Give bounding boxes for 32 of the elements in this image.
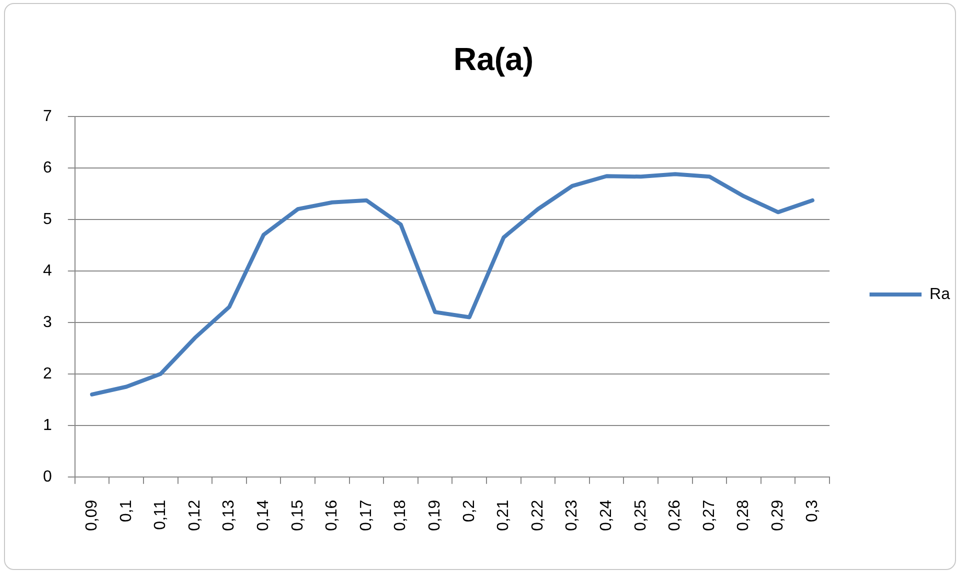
y-tick-label: 6 — [42, 159, 52, 176]
y-tick-label: 2 — [42, 365, 52, 382]
x-tick-label: 0,12 — [186, 500, 204, 531]
y-tick-label: 5 — [42, 210, 52, 228]
x-tick-label: 0,2 — [460, 500, 478, 522]
x-tick-label: 0,17 — [358, 500, 375, 531]
y-tick-label: 4 — [42, 262, 52, 280]
x-tick-label: 0,22 — [529, 500, 546, 531]
y-tick-label: 0 — [42, 468, 52, 486]
y-tick-label: 3 — [42, 314, 52, 331]
legend-label: Ra — [930, 286, 950, 303]
x-tick-label: 0,18 — [392, 500, 410, 531]
x-tick-label: 0,29 — [770, 500, 786, 531]
x-tick-label: 0,14 — [254, 500, 272, 531]
x-tick-label: 0,27 — [700, 500, 718, 531]
y-tick-label: 7 — [42, 108, 52, 125]
x-tick-label: 0,09 — [83, 500, 100, 531]
x-tick-label: 0,25 — [632, 500, 650, 531]
x-tick-label: 0,11 — [152, 500, 170, 530]
y-tick-label: 1 — [42, 416, 52, 434]
x-tick-label: 0,15 — [289, 500, 306, 531]
x-tick-label: 0,16 — [324, 500, 341, 531]
x-tick-label: 0,28 — [735, 500, 752, 531]
chart-title: Ra(a) — [453, 41, 534, 78]
x-tick-label: 0,13 — [220, 500, 238, 531]
x-tick-label: 0,19 — [426, 500, 444, 531]
x-tick-label: 0,24 — [598, 500, 615, 531]
x-tick-label: 0,23 — [564, 500, 581, 531]
x-tick-label: 0,21 — [495, 500, 512, 531]
x-tick-label: 0,3 — [804, 500, 821, 522]
x-tick-label: 0,1 — [118, 500, 135, 522]
x-tick-label: 0,26 — [666, 500, 684, 531]
